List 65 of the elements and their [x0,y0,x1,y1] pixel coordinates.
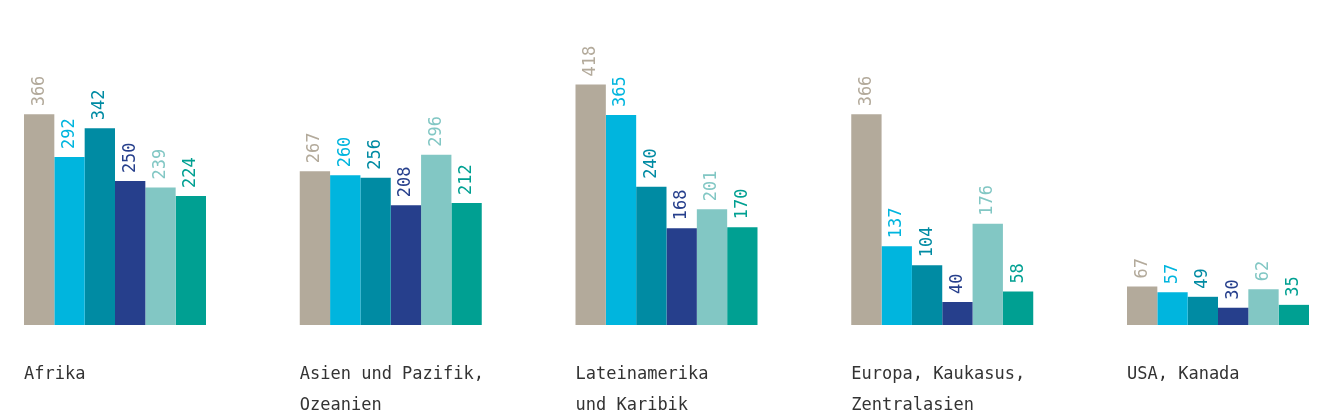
data-label: 366 [27,75,48,107]
data-label: 240 [639,148,660,179]
x-tick-label: Europa, Kaukasus, Zentralasien [851,363,1026,414]
bar [421,154,452,325]
bar [911,265,943,325]
data-label: 49 [1191,268,1212,289]
bar [451,202,482,325]
x-tick-label: Afrika [24,363,86,383]
data-label: 62 [1251,260,1272,282]
bar [696,209,728,325]
bar [575,84,606,325]
data-label: 260 [333,136,354,168]
bar [605,114,637,325]
bar [851,114,882,325]
data-label: 366 [854,75,875,107]
data-label: 137 [885,207,906,239]
bar [881,246,912,325]
x-tick-label: Lateinamerika und Karibik [575,363,709,414]
data-label: 224 [179,157,200,189]
bar [360,177,391,325]
data-label: 168 [670,189,691,221]
bar [1002,291,1034,325]
bar [299,171,331,325]
bar [727,227,758,325]
data-label: 35 [1282,276,1303,297]
bar [115,181,146,325]
bar [175,196,206,325]
bar [390,205,422,325]
bar [636,186,667,325]
data-label: 170 [730,188,751,220]
bar [942,301,973,325]
data-label: 104 [915,226,936,258]
bar [84,128,115,325]
bar [1248,289,1279,325]
data-label: 292 [57,118,78,149]
data-label: 67 [1130,257,1151,279]
bar [24,114,55,325]
bar [330,175,361,325]
data-label: 256 [364,138,385,170]
data-label: 58 [1006,263,1027,284]
data-label: 342 [88,89,109,121]
data-label: 208 [394,166,415,198]
data-label: 365 [609,76,630,107]
data-label: 176 [976,184,997,216]
bar [1127,286,1158,325]
data-label: 57 [1160,263,1181,285]
data-label: 201 [700,170,721,202]
x-tick-label: Asien und Pazifik, Ozeanien [299,363,484,414]
bar [1278,304,1309,325]
data-label: 40 [945,273,966,294]
data-label: 267 [303,132,324,164]
bar [666,228,697,325]
x-tick-label: USA, Kanada [1127,363,1240,383]
data-label: 418 [579,45,600,77]
data-label: 296 [424,115,445,147]
bar [972,223,1003,325]
bar [1187,296,1218,325]
data-label: 239 [148,148,169,180]
data-label: 212 [455,164,475,195]
data-label: 30 [1221,279,1242,300]
data-label: 250 [118,142,139,174]
bar [145,187,176,325]
bar [1218,307,1249,325]
bar [1157,292,1188,325]
bar [54,156,85,325]
